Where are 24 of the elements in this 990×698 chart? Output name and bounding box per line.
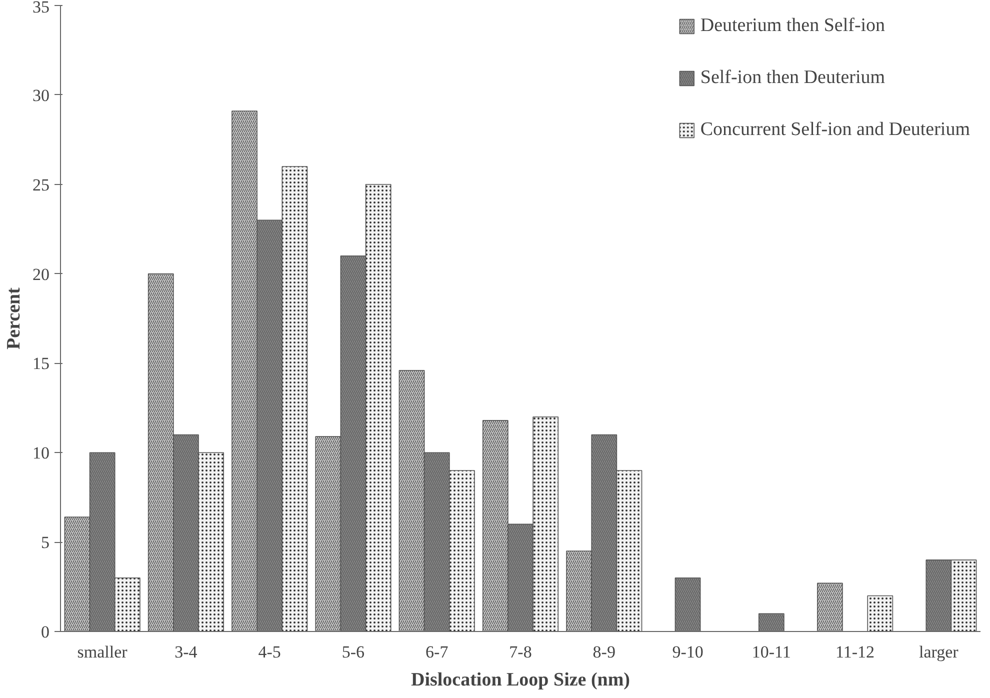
y-tick-label: 0 <box>41 622 50 642</box>
x-tick-label: 6-7 <box>426 642 449 662</box>
x-axis-title: Dislocation Loop Size (nm) <box>410 670 630 690</box>
x-tick-label: 9-10 <box>672 642 704 662</box>
y-tick-label: 30 <box>32 86 50 105</box>
y-tick-label: 35 <box>32 0 50 16</box>
legend-label: Self-ion then Deuterium <box>700 67 886 89</box>
x-tick-label: larger <box>919 642 959 662</box>
y-tick-label: 20 <box>32 264 50 284</box>
x-tick-label: 3-4 <box>174 642 198 662</box>
legend-label: Concurrent Self-ion and Deuterium <box>700 119 970 141</box>
x-tick-label: 5-6 <box>342 642 365 662</box>
y-tick-label: 10 <box>32 444 50 463</box>
y-tick-label: 25 <box>32 175 50 194</box>
x-tick-label: 4-5 <box>258 642 281 662</box>
x-tick-label: smaller <box>77 642 128 662</box>
y-axis-title: Percent <box>4 286 24 350</box>
x-tick-label: 8-9 <box>592 642 616 662</box>
x-tick-label: 11-12 <box>836 642 875 662</box>
legend-label: Deuterium then Self-ion <box>700 15 886 37</box>
x-tick-label: 7-8 <box>509 642 532 662</box>
y-tick-label: 5 <box>41 533 50 552</box>
x-tick-label: 10-11 <box>752 642 791 662</box>
y-tick-label: 15 <box>32 354 50 374</box>
